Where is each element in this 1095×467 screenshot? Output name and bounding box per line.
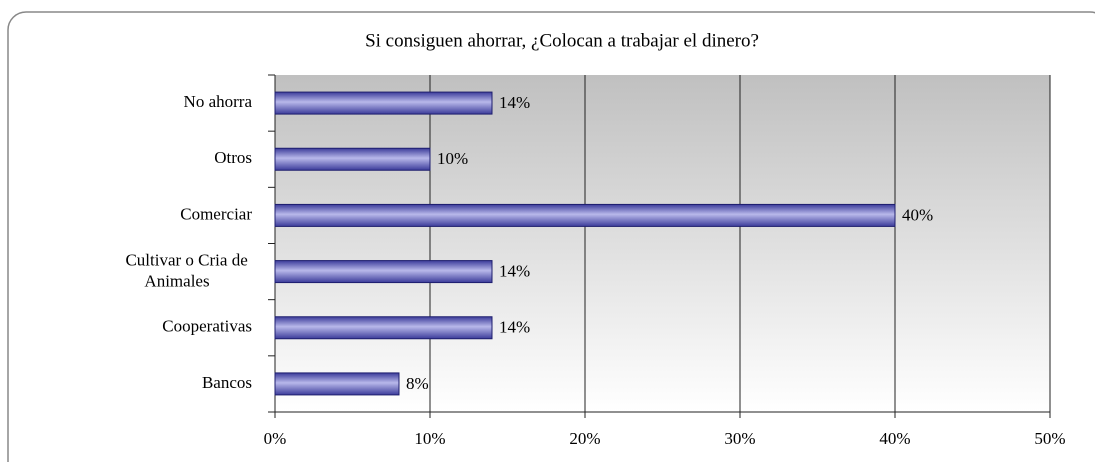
y-tick-label: Cooperativas bbox=[162, 317, 252, 336]
data-label: 40% bbox=[902, 205, 933, 224]
bar bbox=[274, 372, 400, 396]
data-label: 8% bbox=[406, 374, 429, 393]
plot-area bbox=[275, 75, 1050, 412]
x-tick-label: 30% bbox=[724, 429, 755, 448]
chart-title: Si consiguen ahorrar, ¿Colocan a trabaja… bbox=[365, 30, 759, 51]
data-label: 14% bbox=[499, 261, 530, 280]
x-tick-label: 40% bbox=[879, 429, 910, 448]
data-label: 14% bbox=[499, 93, 530, 112]
y-tick-label: Otros bbox=[214, 148, 252, 167]
x-tick-label: 50% bbox=[1034, 429, 1065, 448]
bar bbox=[274, 91, 493, 115]
bar bbox=[274, 316, 493, 340]
x-tick-label: 10% bbox=[414, 429, 445, 448]
y-tick-label: Comerciar bbox=[180, 204, 252, 223]
bar bbox=[274, 260, 493, 284]
bar bbox=[274, 203, 896, 227]
x-tick-label: 20% bbox=[569, 429, 600, 448]
y-tick-label: Cultivar o Cria de Animales bbox=[125, 250, 252, 290]
y-tick-label: Bancos bbox=[202, 373, 252, 392]
data-label: 14% bbox=[499, 318, 530, 337]
y-tick-label: No ahorra bbox=[184, 92, 253, 111]
bar bbox=[274, 147, 431, 171]
x-tick-label: 0% bbox=[264, 429, 287, 448]
data-label: 10% bbox=[437, 149, 468, 168]
